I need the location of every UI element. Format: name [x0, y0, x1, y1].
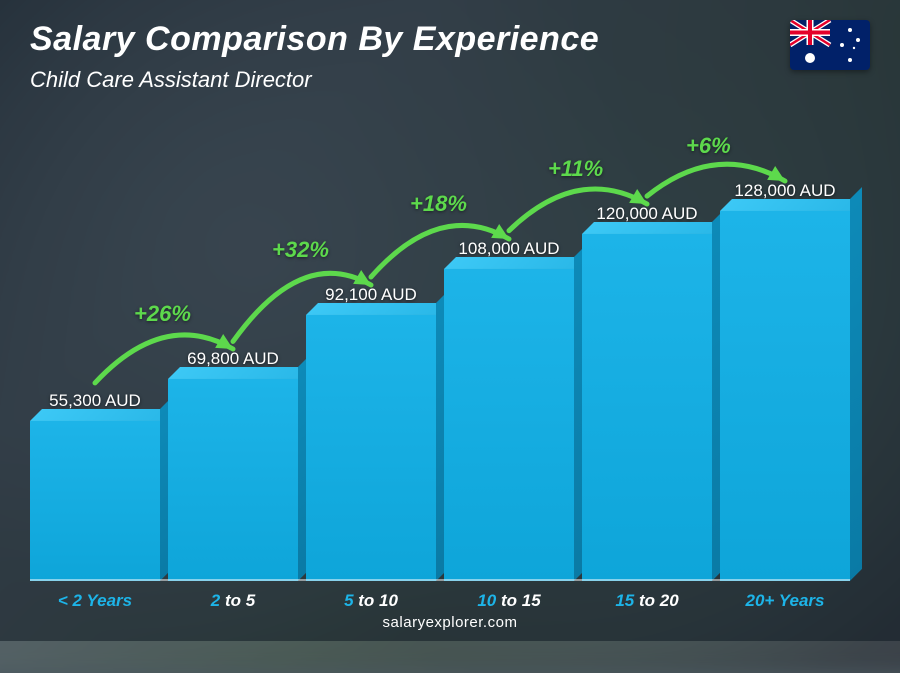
pct-change-label: +11% — [548, 156, 603, 182]
bar — [720, 211, 850, 581]
bar-top-face — [444, 257, 586, 269]
bar-value: 92,100 AUD — [325, 285, 417, 305]
bar-group: 120,000 AUD15 to 20 — [582, 204, 712, 581]
bar-top-face — [30, 409, 172, 421]
bar-front-face — [720, 211, 850, 581]
bar-top-face — [306, 303, 448, 315]
bar-front-face — [168, 379, 298, 581]
bar-top-face — [720, 199, 862, 211]
bar-front-face — [444, 269, 574, 581]
bar — [582, 234, 712, 581]
header: Salary Comparison By Experience Child Ca… — [30, 20, 870, 93]
bar-top-face — [582, 222, 724, 234]
chart-baseline — [30, 579, 850, 581]
bar-front-face — [30, 421, 160, 581]
bar — [306, 315, 436, 581]
bar-group: 92,100 AUD5 to 10 — [306, 285, 436, 581]
bar-front-face — [306, 315, 436, 581]
bar-group: 128,000 AUD20+ Years — [720, 181, 850, 581]
country-flag-icon — [790, 20, 870, 70]
pct-change-label: +18% — [410, 191, 467, 217]
bar-x-label: 5 to 10 — [344, 591, 398, 611]
bar-x-label: 10 to 15 — [477, 591, 540, 611]
bar-front-face — [582, 234, 712, 581]
bar-value: 108,000 AUD — [458, 239, 559, 259]
bar-group: 69,800 AUD2 to 5 — [168, 349, 298, 581]
bar-x-label: 20+ Years — [746, 591, 825, 611]
footer-attribution: salaryexplorer.com — [383, 614, 518, 631]
pct-change-label: +6% — [686, 133, 731, 159]
bar-top-face — [168, 367, 310, 379]
bar — [168, 379, 298, 581]
chart-title: Salary Comparison By Experience — [30, 20, 870, 59]
bar-x-label: < 2 Years — [58, 591, 132, 611]
chart-subtitle: Child Care Assistant Director — [30, 67, 870, 93]
pct-change-label: +26% — [134, 301, 191, 327]
bar-side-face — [850, 187, 862, 581]
bar — [30, 421, 160, 581]
bar-group: 55,300 AUD< 2 Years — [30, 391, 160, 581]
bar-group: 108,000 AUD10 to 15 — [444, 239, 574, 581]
bar-x-label: 2 to 5 — [211, 591, 255, 611]
bar-value: 128,000 AUD — [734, 181, 835, 201]
bar — [444, 269, 574, 581]
bar-x-label: 15 to 20 — [615, 591, 678, 611]
pct-change-label: +32% — [272, 237, 329, 263]
